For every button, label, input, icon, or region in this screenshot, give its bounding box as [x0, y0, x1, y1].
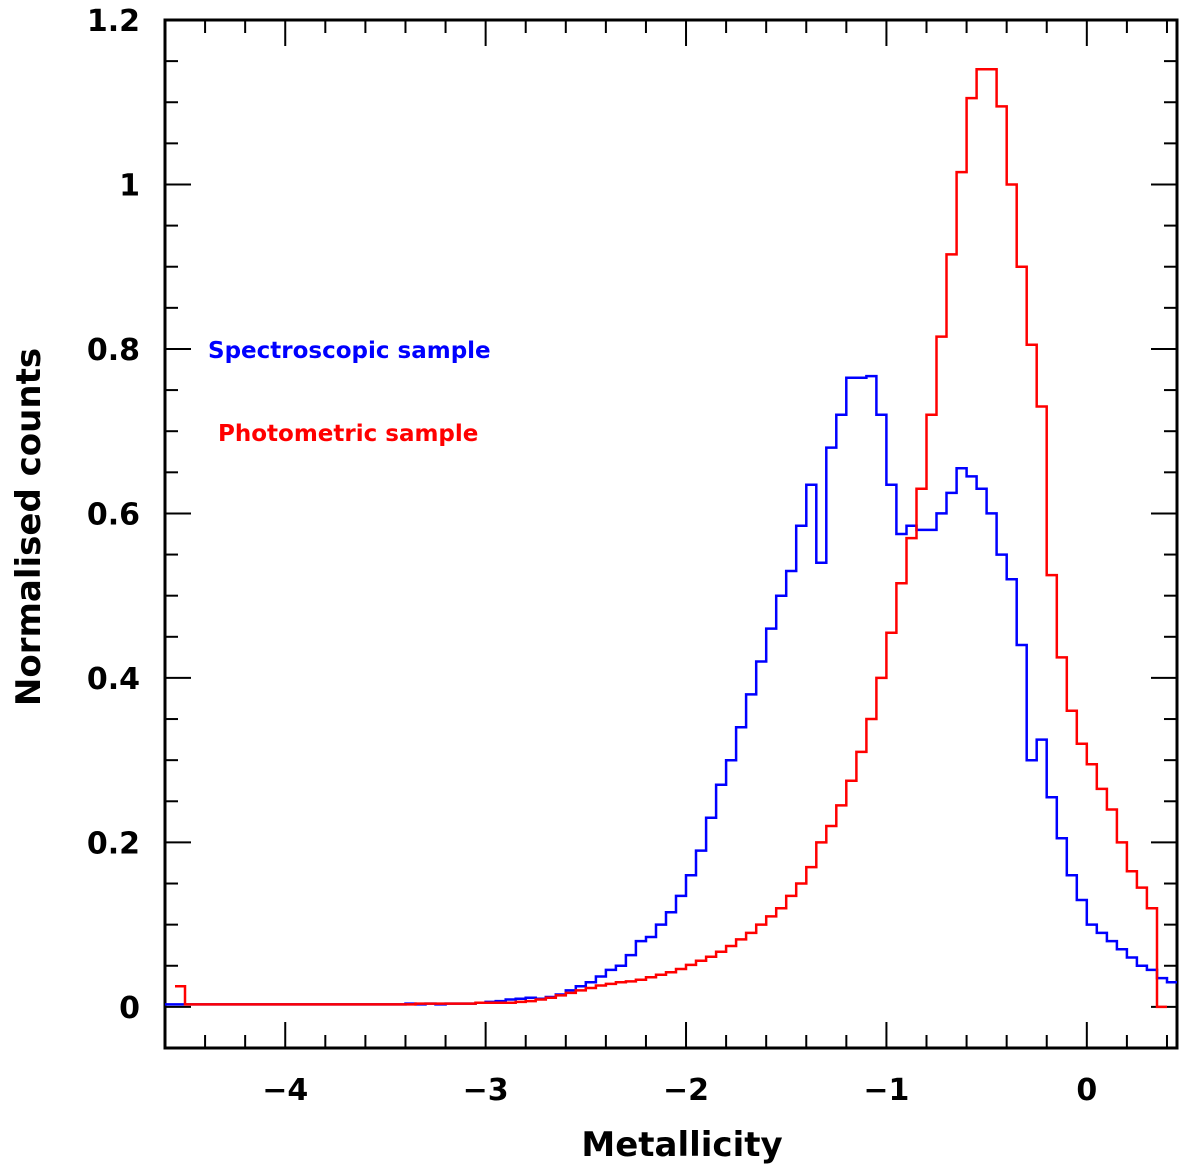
plot-frame	[163, 18, 1179, 1050]
x-axis-label: Metallicity	[581, 1125, 782, 1165]
x-tick-label: −1	[863, 1073, 909, 1108]
y-tick-label: 0.2	[87, 826, 140, 861]
y-tick-label: 1.2	[87, 4, 140, 39]
x-tick-label: 0	[1076, 1073, 1097, 1108]
y-tick-label: 0.6	[87, 497, 140, 532]
y-tick-label: 0.8	[87, 333, 140, 368]
x-tick-label: −3	[463, 1073, 509, 1108]
x-tick-label: −2	[663, 1073, 709, 1108]
series-group	[165, 68, 1177, 1009]
y-tick-label: 0.4	[87, 662, 140, 697]
spectroscopic-histogram	[165, 374, 1177, 1006]
y-tick-label: 1	[119, 168, 140, 203]
tick-labels: −4 −3 −2 −1 0 0 0.2 0.4 0.6 0.8 1 1.2	[87, 4, 1097, 1108]
y-axis-label: Normalised counts	[9, 348, 49, 706]
y-tick-label: 0	[119, 991, 140, 1026]
legend-spectroscopic: Spectroscopic sample	[208, 338, 491, 364]
x-tick-label: −4	[262, 1073, 308, 1108]
legend-photometric: Photometric sample	[218, 421, 478, 447]
ticks	[165, 19, 1177, 1049]
photometric-histogram	[175, 68, 1167, 1009]
